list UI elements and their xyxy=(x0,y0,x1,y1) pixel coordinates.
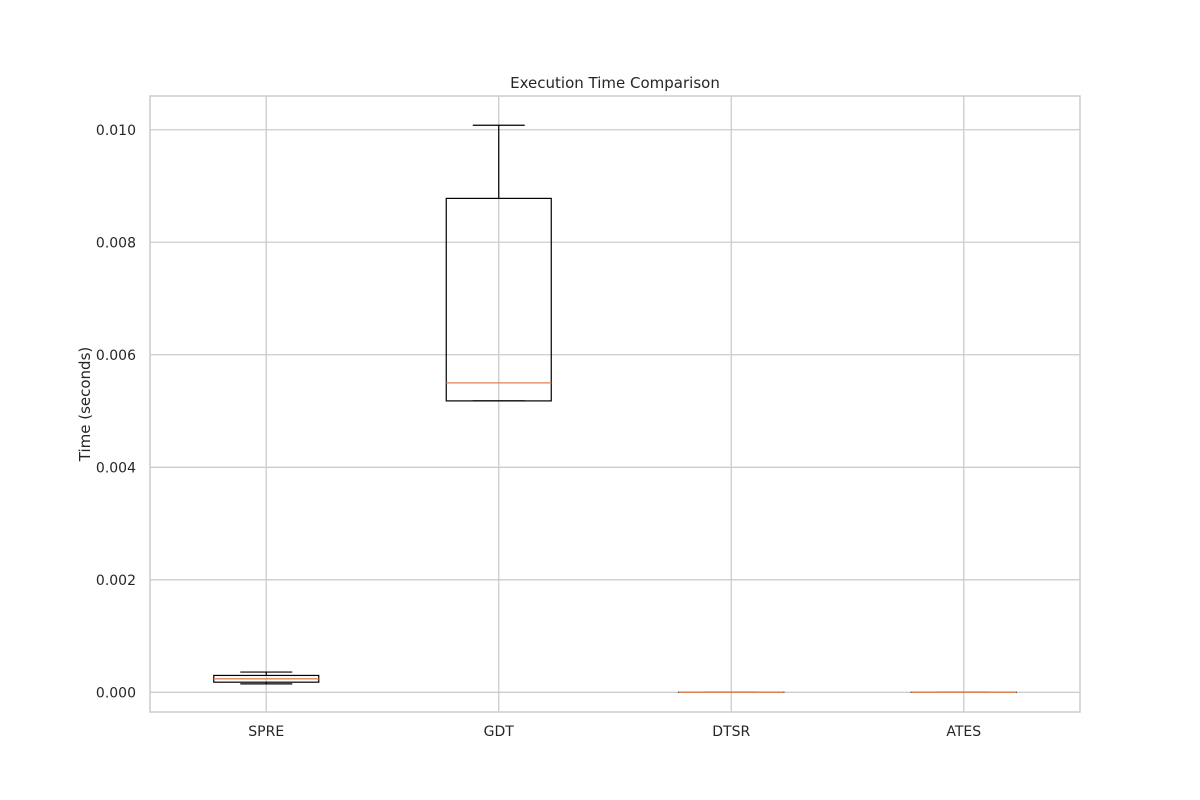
x-tick-label: SPRE xyxy=(248,724,284,740)
y-tick-label: 0.010 xyxy=(96,123,136,139)
y-tick-label: 0.006 xyxy=(96,348,136,364)
y-tick-labels: 0.000 0.002 0.004 0.006 0.008 0.010 xyxy=(96,123,136,702)
grid-lines xyxy=(150,96,1080,712)
x-tick-label: ATES xyxy=(946,724,981,740)
y-tick-label: 0.008 xyxy=(96,235,136,251)
box-spre xyxy=(213,671,320,685)
y-axis-label: Time (seconds) xyxy=(76,347,94,463)
box-gdt xyxy=(445,124,552,402)
box-body xyxy=(445,197,552,402)
chart-title: Execution Time Comparison xyxy=(510,74,720,92)
y-tick-label: 0.000 xyxy=(96,685,136,701)
y-tick-label: 0.004 xyxy=(96,460,136,476)
plot-frame xyxy=(149,95,1081,713)
x-tick-label: DTSR xyxy=(712,724,750,740)
y-tick-label: 0.002 xyxy=(96,573,136,589)
box-series xyxy=(213,124,1017,693)
x-tick-label: GDT xyxy=(484,724,515,740)
x-tick-labels: SPRE GDT DTSR ATES xyxy=(248,724,981,740)
